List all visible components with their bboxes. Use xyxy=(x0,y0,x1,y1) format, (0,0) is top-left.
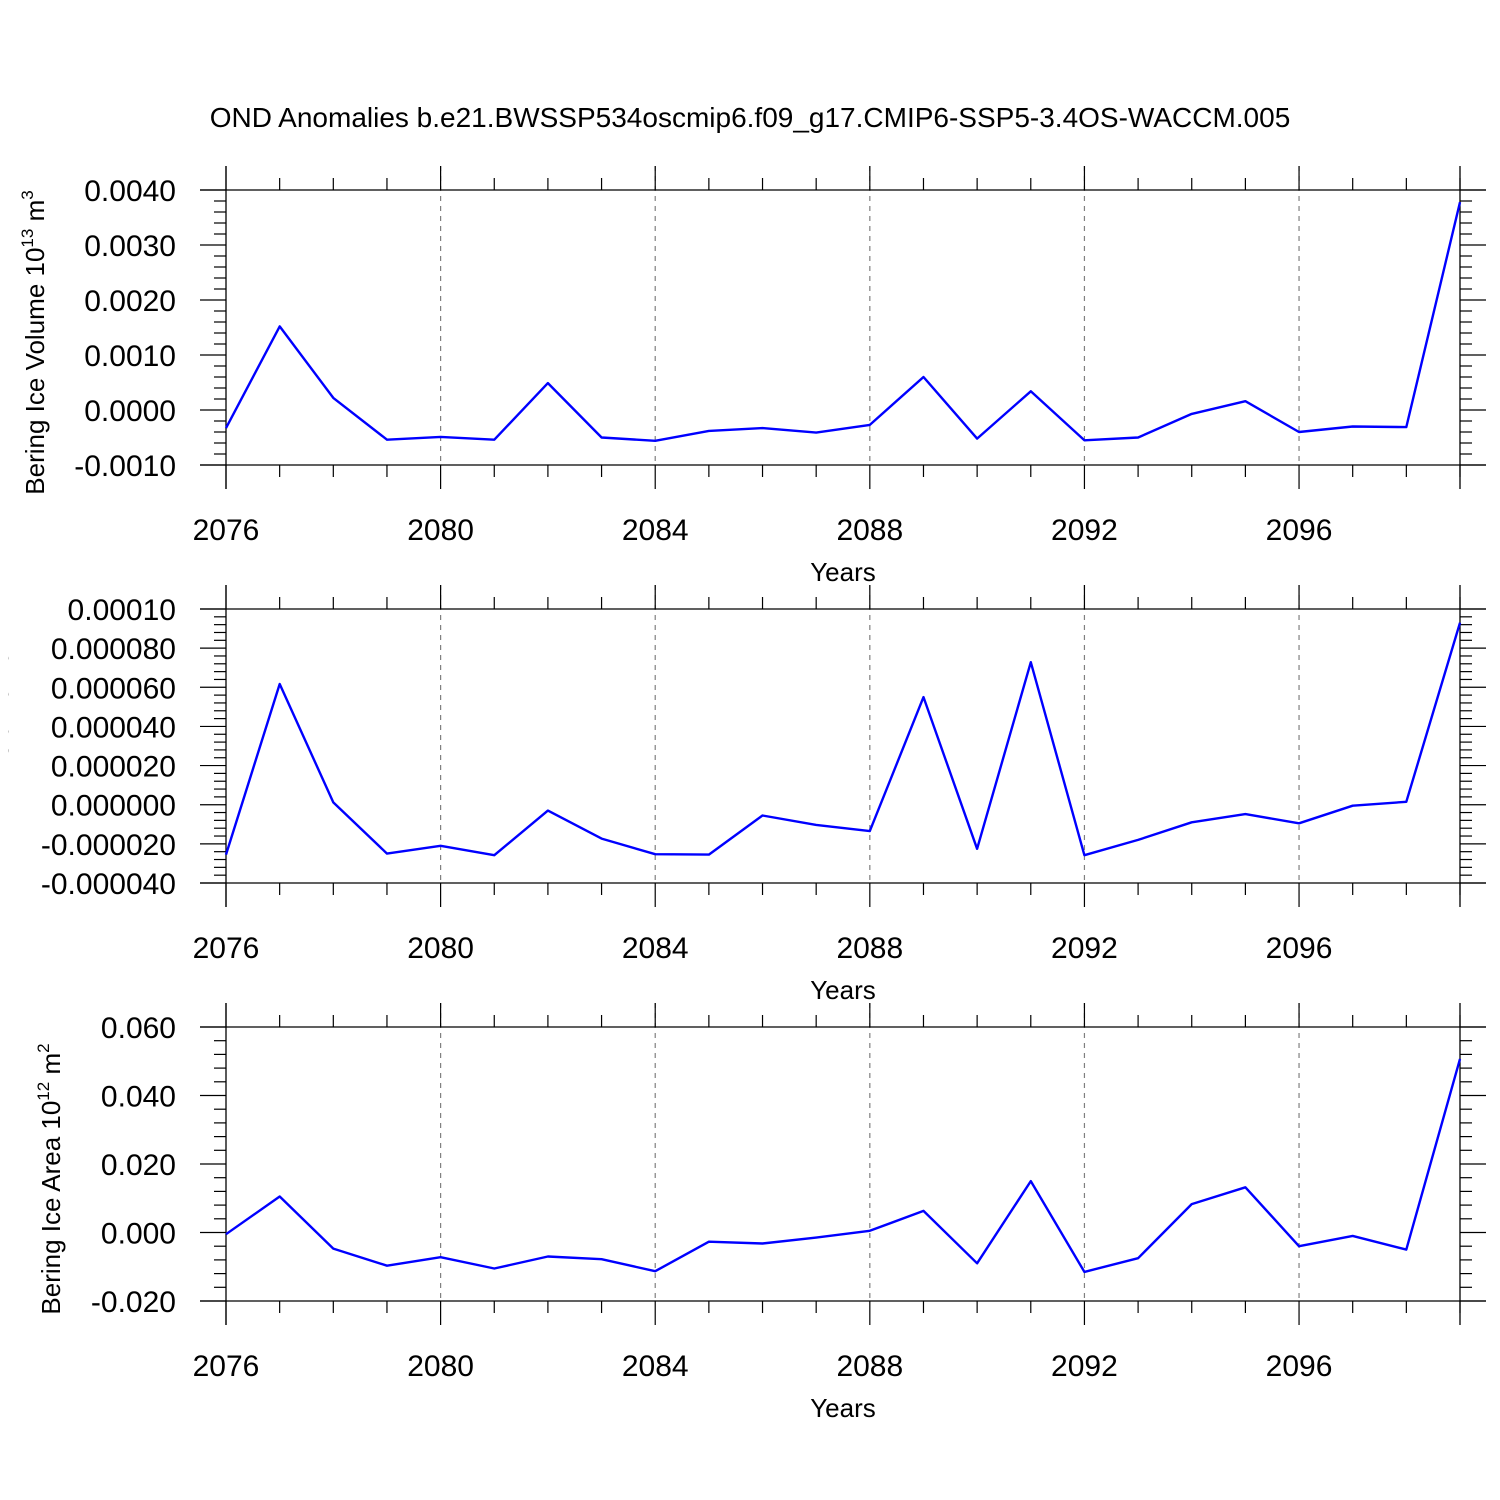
y-axis-label-exponent: 13 xyxy=(0,632,1,651)
series-line xyxy=(224,622,1462,857)
y-axis-label: Bering Snow Volume 1013 m3 xyxy=(0,594,14,929)
chart-panel-3: -0.020 0.000 0.020 0.040 0.060 2076 2080 2084 20… xyxy=(34,1003,1486,1423)
x-tick-label: 2076 xyxy=(193,514,260,547)
y-axis-label: Bering Ice Volume 1013 m3 xyxy=(18,190,50,494)
x-tick-label: 2092 xyxy=(1051,932,1118,965)
x-tick-label: 2076 xyxy=(193,1350,260,1383)
x-tick-label: 2096 xyxy=(1266,1350,1333,1383)
x-tick-label: 2092 xyxy=(1051,514,1118,547)
y-tick-label: 0.00010 xyxy=(68,594,176,627)
x-tick-label: 2096 xyxy=(1266,932,1333,965)
y-tick-label: 0.020 xyxy=(101,1149,176,1182)
x-axis-label: Years xyxy=(810,557,876,587)
y-axis-label-text: Bering Ice Area 10 xyxy=(36,1101,66,1315)
y-tick-label: 0.000080 xyxy=(51,633,176,666)
y-tick-label: 0.0010 xyxy=(84,340,176,373)
y-axis-label-text: Bering Snow Volume 10 xyxy=(0,651,14,929)
x-axis-label: Years xyxy=(810,975,876,1005)
x-tick-label: 2088 xyxy=(836,1350,903,1383)
y-tick-label: 0.060 xyxy=(101,1012,176,1045)
y-axis-label-unit-exponent: 3 xyxy=(0,594,1,603)
chart-panel-2: -0.000040 -0.000020 0.000000 0.000020 0.0000… xyxy=(0,585,1486,1005)
y-axis-label-unit-exponent: 3 xyxy=(18,190,37,199)
x-tick-label: 2092 xyxy=(1051,1350,1118,1383)
x-tick-label: 2080 xyxy=(407,932,474,965)
y-axis-label-unit: m xyxy=(36,1053,66,1082)
x-tick-label: 2084 xyxy=(622,1350,689,1383)
y-axis-label-unit: m xyxy=(20,200,50,229)
figure-title: OND Anomalies b.e21.BWSSP534oscmip6.f09_… xyxy=(210,102,1291,133)
x-tick-label: 2084 xyxy=(622,932,689,965)
x-tick-label: 2096 xyxy=(1266,514,1333,547)
y-tick-label: 0.000 xyxy=(101,1218,176,1251)
y-axis-label-text: Bering Ice Volume 10 xyxy=(20,248,50,495)
y-axis-label-unit: m xyxy=(0,603,14,632)
y-axis-label-exponent: 13 xyxy=(18,229,37,248)
chart-panel-1: -0.0010 0.0000 0.0010 0.0020 0.0030 0.0040 207… xyxy=(18,166,1486,587)
y-axis-label-unit-exponent: 2 xyxy=(34,1043,53,1052)
chart-panels: -0.0010 0.0000 0.0010 0.0020 0.0030 0.0040 207… xyxy=(0,166,1486,1423)
x-tick-label: 2080 xyxy=(407,514,474,547)
x-tick-label: 2088 xyxy=(836,932,903,965)
series-line xyxy=(224,201,1462,442)
y-tick-label: 0.000020 xyxy=(51,751,176,784)
y-axis-label-exponent: 12 xyxy=(34,1082,53,1101)
y-tick-label: 0.000040 xyxy=(51,711,176,744)
series-line xyxy=(225,1058,1462,1274)
y-tick-label: 0.0040 xyxy=(84,175,176,208)
y-tick-label: -0.000040 xyxy=(41,868,176,901)
x-tick-label: 2088 xyxy=(836,514,903,547)
y-tick-label: 0.000060 xyxy=(51,672,176,705)
x-axis-label: Years xyxy=(810,1393,876,1423)
y-tick-label: 0.0030 xyxy=(84,230,176,263)
y-tick-label: 0.0000 xyxy=(84,395,176,428)
y-tick-label: 0.000000 xyxy=(51,790,176,823)
x-tick-label: 2076 xyxy=(193,932,260,965)
y-tick-label: -0.0010 xyxy=(74,450,176,483)
y-tick-label: 0.040 xyxy=(101,1081,176,1114)
y-axis-label: Bering Ice Area 1012 m2 xyxy=(34,1043,66,1314)
x-tick-label: 2084 xyxy=(622,514,689,547)
y-tick-label: -0.020 xyxy=(91,1286,176,1319)
y-tick-label: -0.000020 xyxy=(41,829,176,862)
y-tick-label: 0.0020 xyxy=(84,285,176,318)
x-tick-label: 2080 xyxy=(407,1350,474,1383)
